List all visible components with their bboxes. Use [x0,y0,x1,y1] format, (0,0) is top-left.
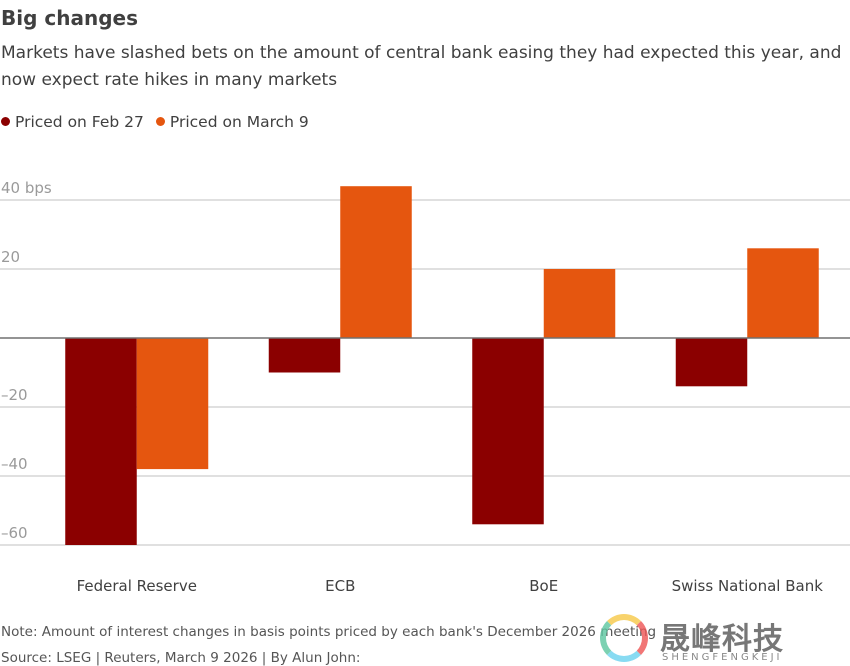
bar-mar9 [543,269,616,338]
chart-subtitle: Markets have slashed bets on the amount … [1,43,842,90]
legend-swatch-feb27 [1,117,10,126]
y-tick-label: –60 [1,524,28,542]
x-category-label: BoE [529,577,558,595]
legend-swatch-mar9 [155,117,165,126]
legend-item-feb27: Priced on Feb 27 [1,113,144,131]
legend-label: Priced on Feb 27 [15,113,144,131]
bar-feb27 [65,338,137,545]
legend-label: Priced on March 9 [169,113,309,131]
y-tick-label: –40 [1,455,28,473]
bar-chart: 40 bps 20 –20 –40 –60 Federal Reserve ECB BoE Sw… [0,179,850,595]
bar-mar9 [340,186,412,338]
bar-feb27 [268,338,341,373]
x-category-label: Federal Reserve [77,577,197,595]
bar-feb27 [675,338,748,387]
y-tick-label: 20 [1,248,20,266]
bar-mar9 [136,338,209,470]
x-category-label: ECB [325,577,355,595]
bar-mar9 [747,248,819,338]
watermark-icon [600,614,648,662]
y-tick-label: 40 bps [1,179,52,197]
watermark-logo: 晟峰科技 SHENGFENGKEJI [600,612,800,664]
bar-feb27 [472,338,544,525]
watermark-text: 晟峰科技 [660,622,784,657]
legend: Priced on Feb 27 Priced on March 9 [1,113,309,131]
x-category-label: Swiss National Bank [672,577,824,595]
chart-note: Note: Amount of interest changes in basi… [1,624,657,640]
chart-title: Big changes [1,6,138,30]
y-tick-label: –20 [1,386,28,404]
chart-source: Source: LSEG | Reuters, March 9 2026 | B… [1,650,361,666]
watermark-subtext: SHENGFENGKEJI [662,652,783,663]
legend-item-mar9: Priced on March 9 [155,113,309,131]
